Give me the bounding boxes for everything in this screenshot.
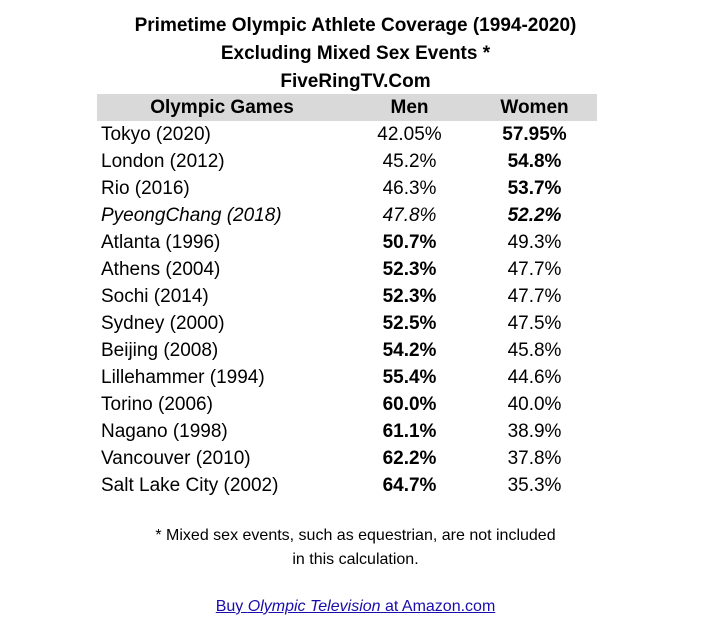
cell-olympic-games: Rio (2016) [101,178,190,199]
cell-olympic-games: Salt Lake City (2002) [101,475,279,496]
table-row: Lillehammer (1994) 55.4% 44.6% [97,364,597,391]
cell-women: 35.3% [507,475,562,496]
cell-women: 38.9% [507,421,562,442]
table-row: Tokyo (2020) 42.05% 57.95% [97,121,597,148]
cell-men: 60.0% [382,394,437,415]
footnote-line-1: * Mixed sex events, such as equestrian, … [155,527,556,544]
cell-men: 54.2% [382,340,437,361]
cell-women: 45.8% [507,340,562,361]
table-row: Sochi (2014) 52.3% 47.7% [97,283,597,310]
cell-olympic-games: Lillehammer (1994) [101,367,265,388]
page-title: Primetime Olympic Athlete Coverage (1994… [134,15,577,36]
buy-link-prefix: Buy [215,598,248,615]
coverage-table: Olympic Games Men Women Tokyo (2020) 42.0… [97,94,597,499]
header-olympic-games: Olympic Games [150,97,294,118]
table-row: Athens (2004) 52.3% 47.7% [97,256,597,283]
table-row: London (2012) 45.2% 54.8% [97,148,597,175]
cell-olympic-games: Nagano (1998) [101,421,228,442]
table-body: Tokyo (2020) 42.05% 57.95% London (2012) 45.… [97,121,597,499]
cell-men: 55.4% [382,367,437,388]
cell-olympic-games: Atlanta (1996) [101,232,221,253]
title-block: Primetime Olympic Athlete Coverage (1994… [0,12,711,96]
table-row: Torino (2006) 60.0% 40.0% [97,391,597,418]
cell-olympic-games: Vancouver (2010) [101,448,251,469]
page-subtitle: Excluding Mixed Sex Events * [220,43,491,64]
cell-women: 40.0% [507,394,562,415]
cell-women: 52.2% [507,205,562,226]
cell-men: 52.3% [382,286,437,307]
cell-men: 45.2% [382,151,437,172]
cell-men: 47.8% [382,205,437,226]
cell-olympic-games: Sydney (2000) [101,313,225,334]
cell-olympic-games: Athens (2004) [101,259,221,280]
cell-olympic-games: Beijing (2008) [101,340,219,361]
buy-link[interactable]: Buy Olympic Television at Amazon.com [216,598,496,615]
cell-men: 46.3% [382,178,437,199]
cell-men: 50.7% [382,232,437,253]
header-men: Men [390,97,429,118]
footnote-line-2: in this calculation. [292,551,419,568]
cell-women: 47.7% [507,259,562,280]
cell-women: 47.5% [507,313,562,334]
table-row: Salt Lake City (2002) 64.7% 35.3% [97,472,597,499]
cell-women: 47.7% [507,286,562,307]
cell-olympic-games: PyeongChang (2018) [101,205,282,226]
cell-olympic-games: Torino (2006) [101,394,213,415]
cell-men: 52.5% [382,313,437,334]
buy-link-suffix: at Amazon.com [380,598,496,615]
table-header-row: Olympic Games Men Women [97,94,597,121]
cell-men: 62.2% [382,448,437,469]
cell-women: 37.8% [507,448,562,469]
cell-olympic-games: Tokyo (2020) [101,124,211,145]
table-row: Sydney (2000) 52.5% 47.5% [97,310,597,337]
table-row: Vancouver (2010) 62.2% 37.8% [97,445,597,472]
cell-men: 61.1% [382,421,437,442]
cell-women: 44.6% [507,367,562,388]
cell-men: 64.7% [382,475,437,496]
header-women: Women [500,97,569,118]
cell-women: 49.3% [507,232,562,253]
cell-men: 42.05% [377,124,442,145]
table-row: Atlanta (1996) 50.7% 49.3% [97,229,597,256]
cell-men: 52.3% [382,259,437,280]
table-row: PyeongChang (2018) 47.8% 52.2% [97,202,597,229]
buy-line: Buy Olympic Television at Amazon.com [0,595,711,619]
table-row: Nagano (1998) 61.1% 38.9% [97,418,597,445]
footnote: * Mixed sex events, such as equestrian, … [0,524,711,572]
cell-women: 54.8% [507,151,562,172]
cell-olympic-games: Sochi (2014) [101,286,209,307]
cell-women: 57.95% [502,124,567,145]
cell-women: 53.7% [507,178,562,199]
table-row: Rio (2016) 46.3% 53.7% [97,175,597,202]
cell-olympic-games: London (2012) [101,151,225,172]
buy-link-book-title: Olympic Television [247,598,381,615]
site-name: FiveRingTV.Com [280,71,431,92]
table-row: Beijing (2008) 54.2% 45.8% [97,337,597,364]
